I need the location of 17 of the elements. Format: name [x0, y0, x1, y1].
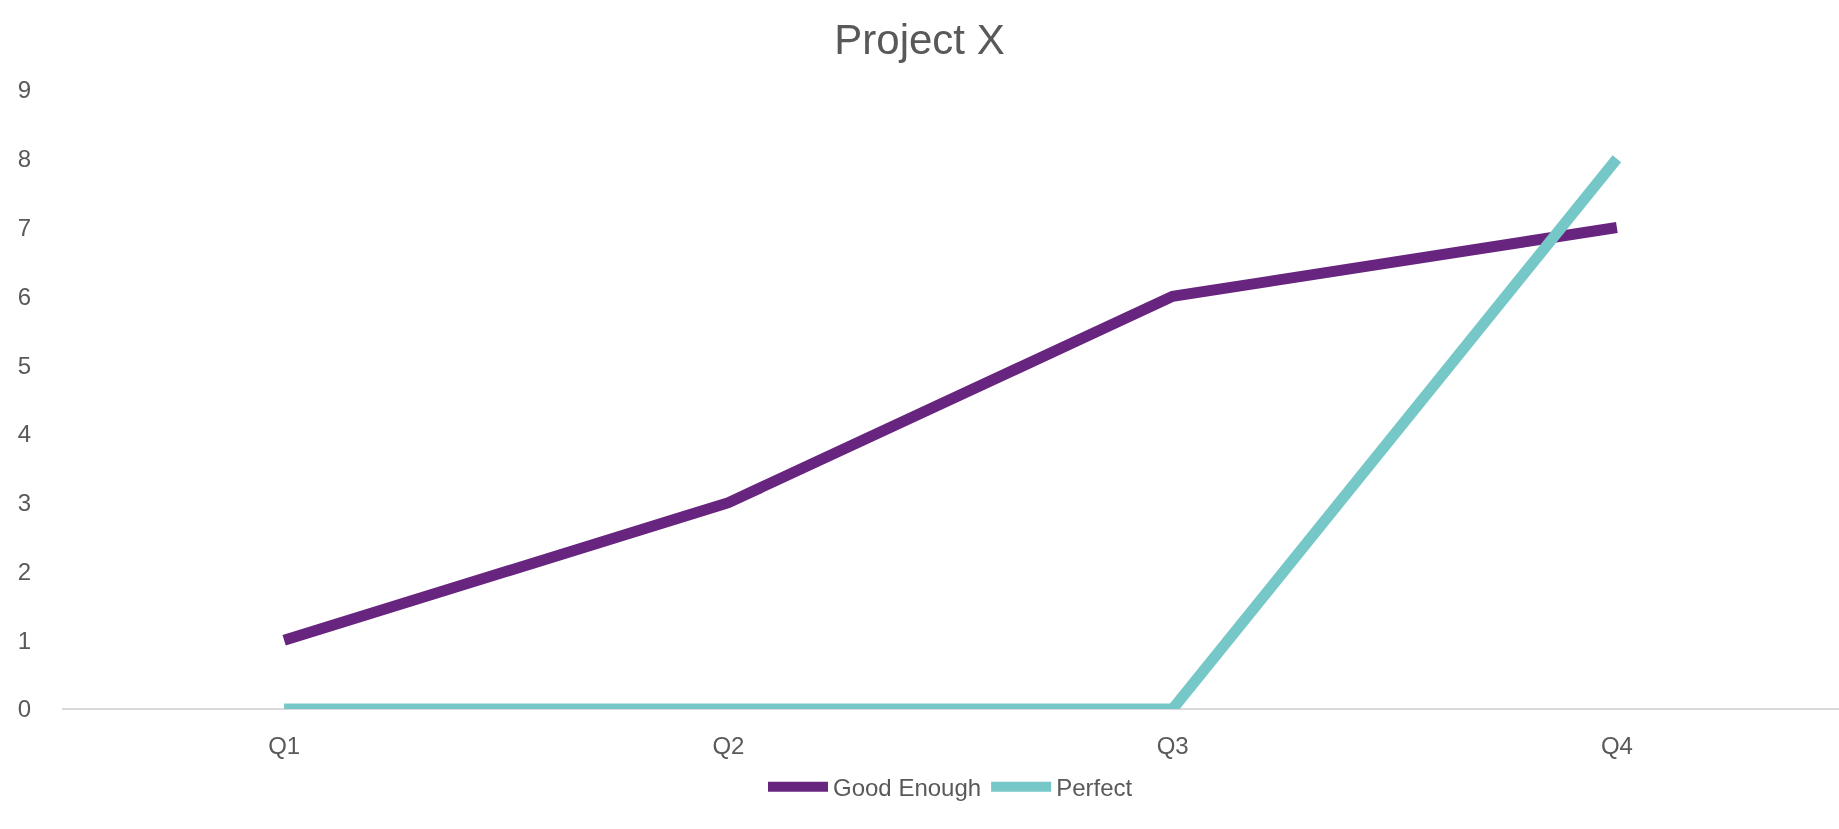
- y-tick-label: 5: [17, 351, 31, 379]
- x-tick-label: Q1: [268, 732, 301, 759]
- y-tick-label: 2: [17, 557, 31, 585]
- y-tick-label: 9: [17, 76, 31, 104]
- y-tick-label: 8: [17, 145, 31, 173]
- y-tick-label: 3: [17, 489, 31, 517]
- x-tick-label: Q3: [1156, 732, 1189, 759]
- chart-title: Project X: [834, 16, 1005, 64]
- legend-label: Perfect: [1056, 774, 1133, 802]
- x-tick-label: Q4: [1600, 732, 1633, 759]
- y-tick-label: 0: [17, 695, 31, 723]
- y-tick-label: 6: [17, 282, 31, 310]
- y-tick-label: 1: [17, 626, 31, 654]
- y-tick-label: 4: [17, 420, 31, 448]
- legend-label: Good Enough: [833, 774, 982, 802]
- x-tick-label: Q2: [712, 732, 745, 759]
- y-tick-label: 7: [17, 213, 31, 241]
